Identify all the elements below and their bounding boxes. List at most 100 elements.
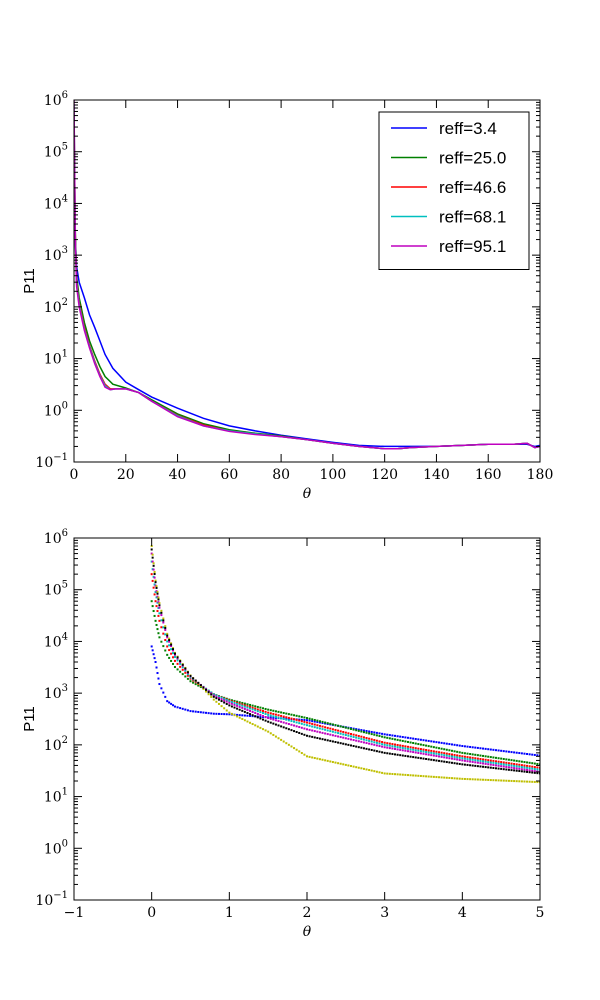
scatter-point — [450, 749, 453, 752]
scatter-point — [450, 753, 453, 756]
scatter-point — [507, 762, 510, 765]
scatter-point — [443, 754, 446, 757]
scatter-point — [375, 750, 378, 753]
scatter-point — [308, 724, 311, 727]
scatter-point — [414, 756, 417, 759]
scatter-point — [259, 726, 262, 729]
scatter-point — [339, 762, 342, 765]
scatter-point — [151, 560, 154, 563]
scatter-point — [160, 611, 163, 614]
scatter-point — [282, 715, 285, 718]
scatter-point — [172, 648, 175, 651]
scatter-point — [362, 731, 365, 734]
y-tick-exponent: 1 — [62, 787, 68, 798]
scatter-point — [513, 751, 516, 754]
scatter-point — [500, 763, 503, 766]
scatter-point — [399, 773, 402, 776]
scatter-point — [515, 751, 518, 754]
scatter-point — [179, 660, 182, 663]
scatter-point — [489, 766, 492, 769]
scatter-point — [155, 586, 158, 589]
scatter-point — [342, 733, 345, 736]
scatter-point — [192, 710, 195, 713]
scatter-point — [500, 749, 503, 752]
scatter-point — [290, 745, 293, 748]
scatter-point — [173, 705, 176, 708]
scatter-point — [306, 728, 308, 731]
scatter-point — [303, 753, 306, 756]
scatter-point — [497, 779, 500, 782]
scatter-point — [425, 744, 428, 747]
scatter-point — [337, 729, 340, 732]
scatter-point — [337, 762, 340, 765]
scatter-point — [365, 730, 368, 733]
scatter-point — [277, 714, 280, 717]
scatter-point — [461, 745, 464, 748]
scatter-point — [254, 709, 257, 712]
scatter-point — [233, 701, 236, 704]
scatter-point — [422, 748, 425, 751]
scatter-point — [489, 763, 492, 766]
scatter-point — [536, 762, 539, 765]
scatter-point — [342, 726, 345, 729]
scatter-point — [456, 750, 459, 753]
scatter-point — [158, 606, 161, 609]
scatter-point — [510, 764, 513, 767]
x-tick-label: 160 — [475, 467, 502, 483]
scatter-point — [453, 755, 456, 758]
scatter-point — [394, 753, 397, 756]
scatter-point — [347, 764, 350, 767]
scatter-point — [492, 759, 495, 762]
scatter-point — [223, 699, 226, 702]
scatter-point — [365, 739, 368, 742]
scatter-point — [365, 737, 368, 740]
scatter-point — [461, 751, 464, 754]
scatter-point — [236, 700, 239, 703]
scatter-point — [370, 738, 373, 741]
scatter-point — [414, 737, 417, 740]
scatter-point — [469, 764, 472, 767]
scatter-point — [388, 772, 391, 775]
scatter-point — [370, 749, 373, 752]
scatter-point — [518, 763, 521, 766]
scatter-point — [479, 758, 482, 761]
scatter-point — [172, 662, 175, 665]
scatter-point — [445, 742, 448, 745]
scatter-point — [151, 649, 154, 652]
x-tick-label: 2 — [303, 905, 312, 921]
scatter-point — [254, 707, 257, 710]
scatter-point — [450, 755, 453, 758]
scatter-point — [484, 766, 487, 769]
scatter-point — [290, 713, 293, 716]
scatter-point — [269, 716, 272, 719]
scatter-point — [337, 741, 340, 744]
y-tick-base: 10 — [44, 93, 62, 109]
scatter-point — [202, 687, 205, 690]
scatter-point — [440, 751, 443, 754]
scatter-point — [210, 692, 213, 695]
y-tick-exponent: 0 — [62, 400, 68, 411]
scatter-point — [212, 695, 215, 698]
scatter-point — [409, 774, 412, 777]
scatter-point — [269, 709, 272, 712]
scatter-point — [162, 619, 165, 622]
scatter-point — [170, 643, 173, 646]
scatter-point — [406, 750, 409, 753]
scatter-point — [412, 756, 415, 759]
x-tick-label: 120 — [371, 467, 398, 483]
scatter-point — [337, 724, 340, 727]
scatter-point — [466, 778, 469, 781]
scatter-point — [412, 751, 415, 754]
scatter-point — [184, 675, 187, 678]
scatter-point — [520, 760, 523, 763]
scatter-point — [466, 756, 469, 759]
scatter-point — [370, 733, 373, 736]
scatter-point — [290, 717, 293, 720]
y-tick-label: 10−1 — [35, 890, 68, 909]
scatter-point — [505, 765, 508, 768]
scatter-point — [334, 734, 337, 737]
scatter-point — [280, 717, 283, 720]
scatter-point — [241, 704, 244, 707]
scatter-point — [422, 752, 425, 755]
scatter-point — [357, 737, 360, 740]
